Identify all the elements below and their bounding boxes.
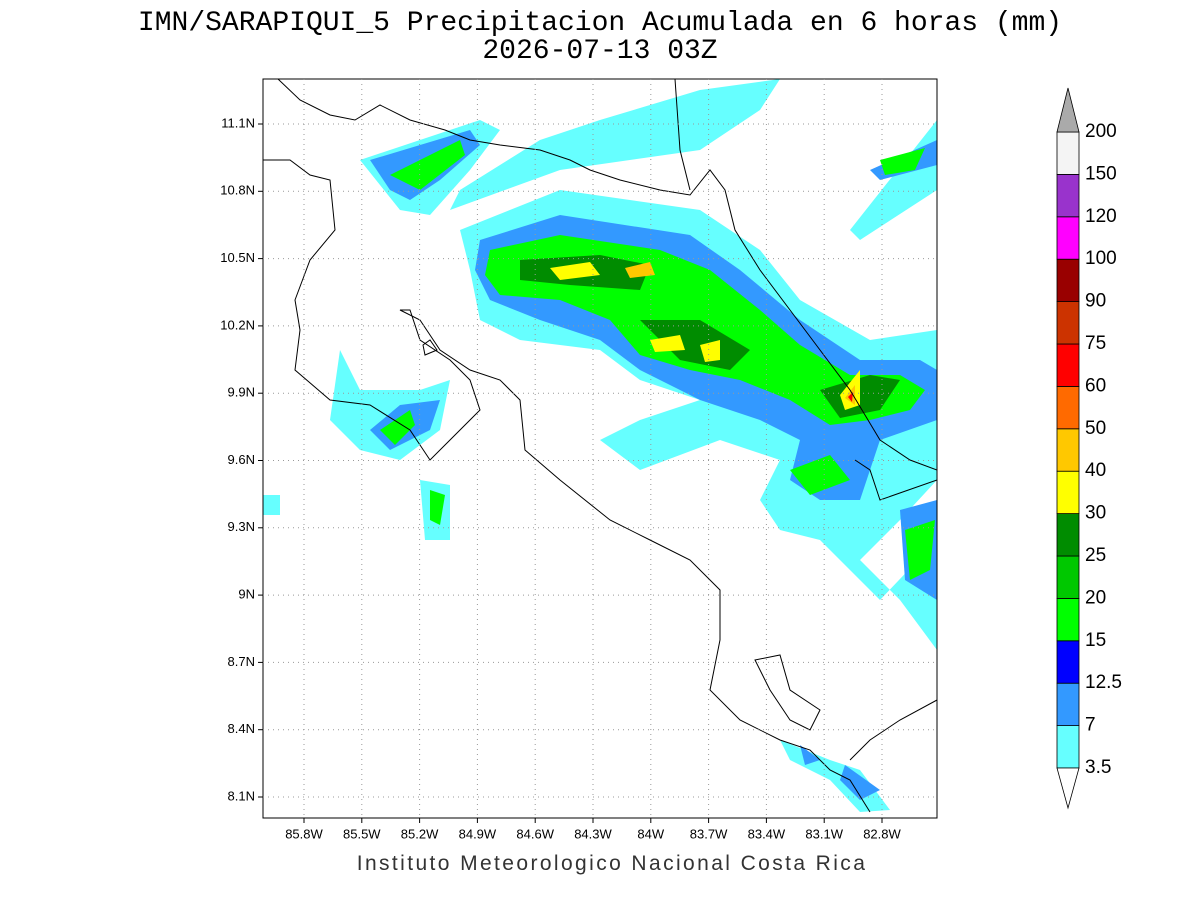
colorbar-label: 200 xyxy=(1085,121,1117,142)
colorbar-label: 25 xyxy=(1085,545,1106,566)
colorbar-label: 100 xyxy=(1085,248,1117,269)
colorbar-label: 90 xyxy=(1085,291,1106,312)
lat-label: 10.2N xyxy=(220,317,255,332)
lon-label: 85.5W xyxy=(343,826,381,841)
colorbar-swatch xyxy=(1056,555,1080,599)
lon-label: 83.7W xyxy=(690,826,728,841)
lat-label: 10.5N xyxy=(220,250,255,265)
colorbar-label: 30 xyxy=(1085,503,1106,524)
colorbar-over xyxy=(1056,87,1080,133)
colorbar-label: 75 xyxy=(1085,333,1106,354)
colorbar-swatch xyxy=(1056,598,1080,642)
map-title: IMN/SARAPIQUI_5 Precipitacion Acumulada … xyxy=(138,8,1062,39)
lat-label: 10.8N xyxy=(220,183,255,198)
colorbar-swatch xyxy=(1056,301,1080,345)
colorbar-swatch xyxy=(1056,343,1080,387)
lon-label: 83.1W xyxy=(805,826,843,841)
lon-label: 84W xyxy=(637,826,664,841)
lat-label: 9.3N xyxy=(228,519,255,534)
colorbar-label: 60 xyxy=(1085,375,1106,396)
lat-label: 8.4N xyxy=(228,721,255,736)
colorbar-swatch xyxy=(1056,216,1080,260)
lat-label: 11.1N xyxy=(221,115,255,130)
lon-label: 82.8W xyxy=(863,826,901,841)
map-frame xyxy=(262,78,938,819)
lat-label: 9N xyxy=(238,587,255,602)
lon-label: 84.9W xyxy=(459,826,497,841)
lon-label: 85.2W xyxy=(401,826,439,841)
lon-label: 85.8W xyxy=(285,826,323,841)
colorbar-label: 40 xyxy=(1085,460,1106,481)
colorbar-label: 50 xyxy=(1085,418,1106,439)
colorbar-swatch xyxy=(1056,682,1080,727)
lat-label: 8.1N xyxy=(228,788,255,803)
map-subtitle: 2026-07-13 03Z xyxy=(482,36,717,67)
colorbar-label: 3.5 xyxy=(1085,757,1111,778)
colorbar-label: 12.5 xyxy=(1085,672,1122,693)
lon-label: 83.4W xyxy=(748,826,786,841)
colorbar-swatch xyxy=(1056,470,1080,515)
lon-label: 84.6W xyxy=(516,826,554,841)
colorbar-swatch xyxy=(1056,385,1080,430)
colorbar-under xyxy=(1056,767,1080,810)
colorbar-label: 20 xyxy=(1085,587,1106,608)
colorbar-swatch xyxy=(1056,725,1080,769)
colorbar-swatch xyxy=(1056,640,1080,684)
lat-label: 9.6N xyxy=(228,452,255,467)
precipitation-field xyxy=(263,79,937,813)
colorbar-label: 120 xyxy=(1085,206,1117,227)
lon-label: 84.3W xyxy=(574,826,612,841)
colorbar-label: 150 xyxy=(1085,163,1117,184)
colorbar-swatch xyxy=(1056,131,1080,175)
colorbar-swatch xyxy=(1056,173,1080,218)
footer: Instituto Meteorologico Nacional Costa R… xyxy=(357,852,868,875)
colorbar-swatch xyxy=(1056,428,1080,472)
colorbar-swatch xyxy=(1056,513,1080,557)
map-area xyxy=(262,78,938,819)
colorbar-label: 15 xyxy=(1085,630,1106,651)
colorbar-swatch xyxy=(1056,258,1080,303)
colorbar-label: 7 xyxy=(1085,715,1096,736)
lat-label: 8.7N xyxy=(228,654,255,669)
lat-label: 9.9N xyxy=(228,385,255,400)
